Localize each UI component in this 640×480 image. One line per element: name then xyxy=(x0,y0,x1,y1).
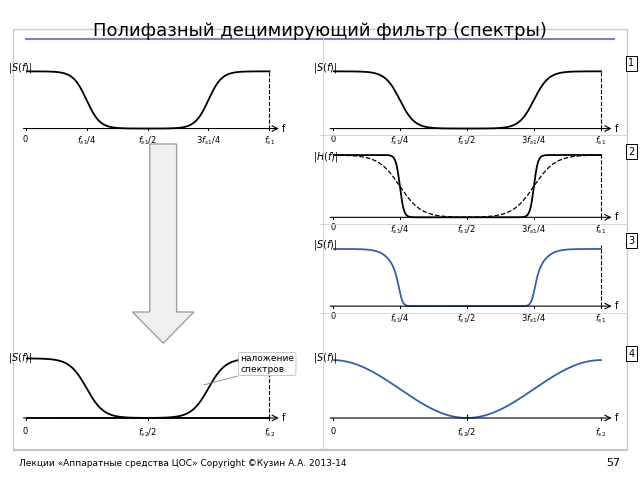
Text: $f_{s1}/4$: $f_{s1}/4$ xyxy=(77,135,97,147)
Text: $f_{s2}$: $f_{s2}$ xyxy=(595,427,607,439)
Text: $f_{s1}$: $f_{s1}$ xyxy=(595,224,607,236)
Text: $3f_{s1}/4$: $3f_{s1}/4$ xyxy=(522,135,547,147)
Text: $f_{s1}/2$: $f_{s1}/2$ xyxy=(138,135,157,147)
Text: $f_{s2}$: $f_{s2}$ xyxy=(264,427,275,439)
Text: 2: 2 xyxy=(628,147,634,157)
Text: $f_{s2}/2$: $f_{s2}/2$ xyxy=(458,427,476,439)
Text: $f_{s1}$: $f_{s1}$ xyxy=(595,135,607,147)
Text: 0: 0 xyxy=(23,427,28,436)
Text: $f_{s1}/4$: $f_{s1}/4$ xyxy=(390,135,410,147)
Text: f: f xyxy=(282,123,285,133)
Text: $3f_{s1}/4$: $3f_{s1}/4$ xyxy=(522,224,547,236)
Text: $|S(f)|$: $|S(f)|$ xyxy=(8,61,32,75)
Text: $f_{s1}/4$: $f_{s1}/4$ xyxy=(390,312,410,325)
Text: $3f_{s1}/4$: $3f_{s1}/4$ xyxy=(196,135,221,147)
Text: f: f xyxy=(614,123,618,133)
Text: 1: 1 xyxy=(628,58,634,68)
Text: 0: 0 xyxy=(330,135,335,144)
Text: 0: 0 xyxy=(23,135,28,144)
Text: $|H(f)|$: $|H(f)|$ xyxy=(313,150,339,164)
Text: $f_{s1}/4$: $f_{s1}/4$ xyxy=(390,224,410,236)
Text: f: f xyxy=(614,413,618,423)
Text: $f_{s2}/2$: $f_{s2}/2$ xyxy=(138,427,157,439)
Text: 4: 4 xyxy=(628,348,634,359)
Text: f: f xyxy=(614,301,618,311)
Text: Лекции «Аппаратные средства ЦОС» Copyright ©Кузин А.А. 2013-14: Лекции «Аппаратные средства ЦОС» Copyrig… xyxy=(19,459,347,468)
Text: $|S(f)|$: $|S(f)|$ xyxy=(313,61,338,75)
Text: Полифазный децимирующий фильтр (спектры): Полифазный децимирующий фильтр (спектры) xyxy=(93,22,547,40)
Text: $f_{s1}/2$: $f_{s1}/2$ xyxy=(458,312,476,325)
Text: $f_{s1}/2$: $f_{s1}/2$ xyxy=(458,135,476,147)
Text: 0: 0 xyxy=(330,224,335,232)
Text: f: f xyxy=(614,212,618,222)
Text: 3: 3 xyxy=(628,236,634,246)
Text: $|S(f)|$: $|S(f)|$ xyxy=(313,239,338,252)
Text: $|S(f)|$: $|S(f)|$ xyxy=(8,351,32,365)
Text: $3f_{s1}/4$: $3f_{s1}/4$ xyxy=(522,312,547,325)
Text: $f_{s1}$: $f_{s1}$ xyxy=(264,135,275,147)
Text: наложение
спектров: наложение спектров xyxy=(240,354,294,374)
Text: 0: 0 xyxy=(330,427,335,436)
Text: $|S(f)|$: $|S(f)|$ xyxy=(313,351,338,365)
Text: $f_{s1}$: $f_{s1}$ xyxy=(595,312,607,325)
Text: $f_{s1}/2$: $f_{s1}/2$ xyxy=(458,224,476,236)
Text: 0: 0 xyxy=(330,312,335,321)
Text: f: f xyxy=(282,413,285,423)
Text: 57: 57 xyxy=(607,458,621,468)
